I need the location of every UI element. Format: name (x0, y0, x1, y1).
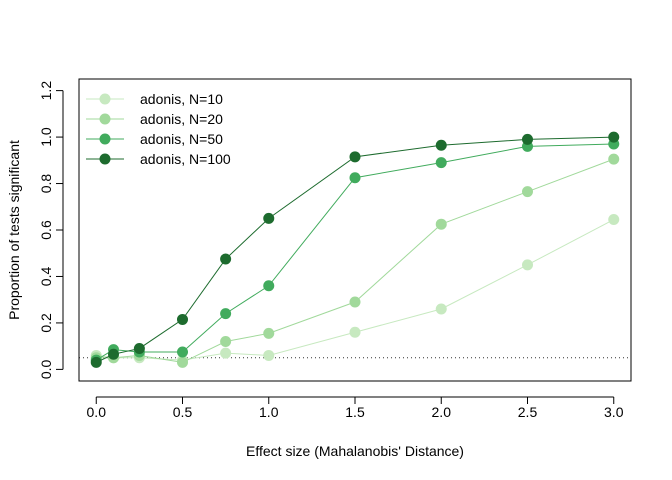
y-tick-label: 1.0 (38, 127, 54, 147)
legend: adonis, N=10 adonis, N=20 adonis, N=50 adon… (86, 91, 231, 167)
series-1 (90, 214, 620, 366)
data-point (349, 296, 361, 308)
data-point (90, 356, 102, 368)
legend-label: adonis, N=100 (140, 151, 231, 167)
data-point (435, 139, 447, 151)
data-point (220, 336, 232, 348)
x-tick-label: 1.5 (345, 404, 365, 420)
data-point (263, 212, 275, 224)
legend-label: adonis, N=10 (140, 91, 223, 107)
series-layer (90, 131, 620, 368)
data-point (133, 342, 145, 354)
legend-item: adonis, N=10 (86, 91, 223, 107)
x-tick-label: 0.5 (173, 404, 193, 420)
series-line (96, 136, 614, 363)
data-point (177, 356, 188, 368)
series-line (96, 158, 614, 363)
series-4 (90, 131, 620, 368)
data-point (349, 151, 361, 163)
y-tick-label: 1.2 (38, 81, 54, 101)
data-point (349, 326, 361, 338)
y-tick-label: 0.2 (38, 313, 54, 333)
data-point (522, 133, 533, 145)
data-point (435, 303, 447, 315)
legend-swatch-point (99, 93, 111, 105)
data-point (608, 153, 620, 165)
x-tick-label: 1.0 (259, 404, 279, 420)
x-tick-label: 0.0 (87, 404, 107, 420)
x-tick-label: 2.5 (518, 404, 538, 420)
data-point (435, 157, 447, 169)
legend-item: adonis, N=50 (86, 131, 223, 147)
data-point (108, 348, 119, 360)
data-point (263, 280, 275, 292)
legend-label: adonis, N=50 (140, 131, 223, 147)
data-point (522, 186, 533, 198)
data-point (435, 218, 447, 230)
y-tick-label: 0.0 (38, 359, 54, 379)
x-tick-label: 3.0 (604, 404, 624, 420)
legend-swatch-point (99, 133, 111, 145)
data-point (522, 259, 533, 271)
data-point (220, 253, 232, 265)
y-tick-label: 0.8 (38, 174, 54, 194)
data-point (263, 349, 275, 361)
data-point (608, 131, 620, 143)
legend-item: adonis, N=20 (86, 111, 223, 127)
data-point (263, 327, 275, 339)
y-tick-label: 0.6 (38, 220, 54, 240)
series-line (95, 143, 614, 361)
data-point (177, 346, 188, 358)
y-axis-label: Proportion of tests significant (6, 140, 22, 320)
data-point (349, 172, 361, 184)
legend-swatch-point (99, 153, 111, 165)
legend-swatch-point (99, 113, 111, 125)
x-tick-label: 2.0 (432, 404, 452, 420)
y-tick-label: 0.4 (38, 267, 54, 287)
plot-frame (78, 78, 632, 382)
legend-item: adonis, N=100 (86, 151, 231, 167)
data-point (220, 308, 232, 320)
data-point (177, 313, 188, 325)
data-point (220, 347, 232, 359)
axis-layer: 0.0 0.5 1.0 1.5 2.0 2.5 3.0 0.0 0.2 0.4 0.6 0.8 1.0 1… (38, 81, 624, 420)
x-axis-label: Effect size (Mahalanobis' Distance) (246, 443, 464, 459)
data-point (608, 214, 620, 226)
series-line (96, 219, 614, 361)
legend-label: adonis, N=20 (140, 111, 223, 127)
